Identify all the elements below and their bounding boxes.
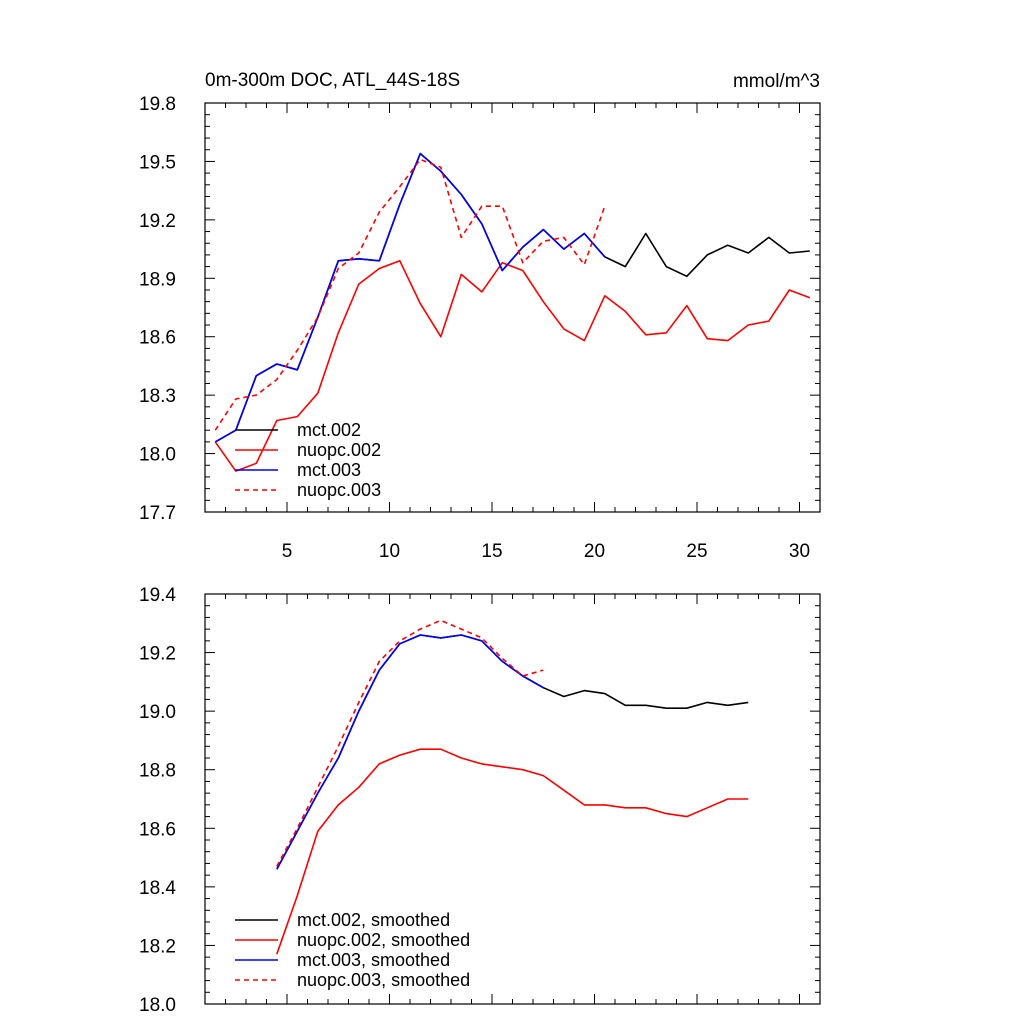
legend-label: nuopc.002, smoothed: [297, 930, 470, 950]
x-tick-label: 5: [282, 541, 293, 562]
legend-label: nuopc.002: [297, 440, 381, 460]
y-tick-label: 19.8: [139, 94, 176, 115]
y-tick-label: 19.5: [139, 152, 176, 173]
legend-label: mct.003, smoothed: [297, 950, 450, 970]
series-line-mct-002-smoothed: [276, 634, 749, 870]
legend-label: nuopc.003, smoothed: [297, 970, 470, 990]
legend-label: mct.002, smoothed: [297, 910, 450, 930]
bottom-panel: 18.0 18.2 18.4 18.6 18.8 19.0 19.2 19.4 mct.002…: [139, 585, 821, 1016]
series-line-mct-003-smoothed: [276, 634, 544, 870]
top-panel: 0m-300m DOC, ATL_44S-18S mmol/m^3 17.7 18…: [139, 70, 821, 562]
bottom-axis-layer: 18.0 18.2 18.4 18.6 18.8 19.0 19.2 19.4: [139, 585, 821, 1016]
top-axis-layer: 17.7 18.0 18.3 18.6 18.9 19.2 19.5 19.8 5 10 15 20 2…: [139, 94, 821, 562]
y-tick-label: 19.2: [139, 211, 176, 232]
legend-label: mct.002: [297, 420, 361, 440]
series-line-mct-002: [214, 152, 810, 443]
y-tick-label: 18.9: [139, 269, 176, 290]
top-panel-title-right: mmol/m^3: [733, 71, 820, 92]
y-tick-label: 17.7: [139, 503, 176, 524]
y-tick-label: 18.2: [139, 936, 176, 957]
x-tick-label: 25: [686, 541, 707, 562]
x-tick-label: 20: [584, 541, 605, 562]
y-tick-label: 18.4: [139, 878, 176, 899]
x-tick-label: 15: [481, 541, 502, 562]
bottom-series-layer: [276, 619, 749, 955]
top-panel-title-left: 0m-300m DOC, ATL_44S-18S: [205, 70, 460, 91]
legend-label: mct.003: [297, 460, 361, 480]
series-line-nuopc-002: [214, 259, 811, 472]
x-tick-label: 30: [789, 541, 810, 562]
series-line-nuopc-003-smoothed: [276, 619, 544, 867]
legend-label: nuopc.003: [297, 480, 381, 500]
x-tick-label: 10: [379, 541, 400, 562]
series-line-mct-003: [214, 152, 606, 443]
y-tick-label: 18.6: [139, 328, 176, 349]
y-tick-label: 18.8: [139, 761, 176, 782]
top-series-layer: [214, 152, 811, 472]
y-tick-label: 18.3: [139, 386, 176, 407]
y-tick-label: 18.0: [139, 995, 176, 1016]
y-tick-label: 19.4: [139, 585, 176, 606]
y-tick-label: 18.6: [139, 819, 176, 840]
y-tick-label: 19.0: [139, 702, 176, 723]
series-line-nuopc-002-smoothed: [276, 748, 749, 955]
y-tick-label: 19.2: [139, 644, 176, 665]
series-line-nuopc-003: [214, 158, 606, 431]
y-tick-label: 18.0: [139, 445, 176, 466]
